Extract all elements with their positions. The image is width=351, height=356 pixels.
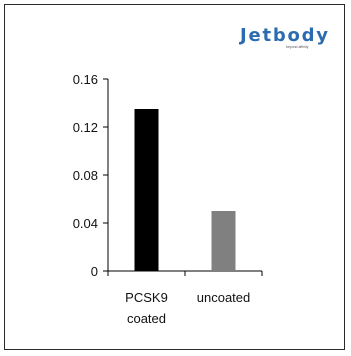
logo-tagline: beyond affinity — [286, 45, 309, 49]
y-tick-label: 0.16 — [73, 72, 98, 87]
bars — [134, 109, 236, 271]
category-label: uncoated — [197, 290, 251, 305]
y-ticks: 0 0.04 0.08 0.12 0.16 — [73, 72, 108, 279]
category-label: PCSK9 — [125, 290, 168, 305]
category-labels: PCSK9 coated uncoated — [125, 290, 250, 326]
chart-frame — [4, 4, 345, 350]
y-tick-label: 0.08 — [73, 168, 98, 183]
y-tick-label: 0.04 — [73, 216, 98, 231]
jetbody-logo: Jetbody beyond affinity — [238, 25, 328, 49]
y-tick-label: 0.12 — [73, 120, 98, 135]
logo-text: Jetbody — [238, 25, 328, 46]
category-label: coated — [127, 311, 166, 326]
y-tick-label: 0 — [91, 264, 98, 279]
bar-uncoated — [211, 211, 236, 271]
bar-pcsk9-coated — [134, 109, 159, 271]
x-ticks — [107, 271, 263, 276]
